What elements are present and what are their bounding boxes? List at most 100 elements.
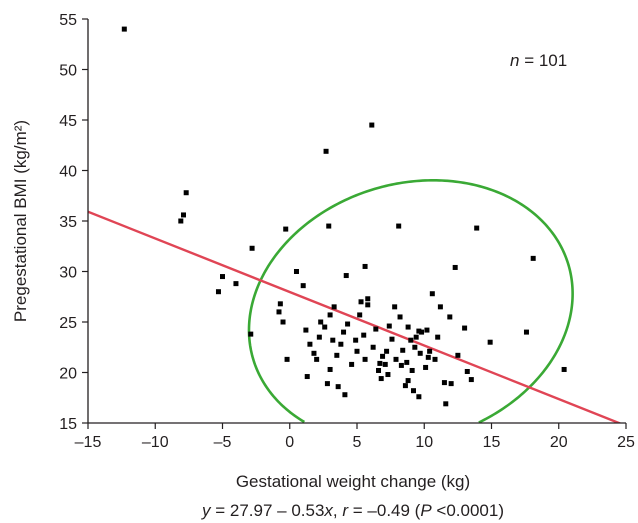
data-point bbox=[416, 394, 422, 400]
data-point bbox=[373, 326, 379, 332]
data-point bbox=[358, 299, 364, 305]
regression-caption: y = 27.97 – 0.53x, r = –0.49 (P <0.0001) bbox=[201, 501, 504, 520]
x-tick-label: 0 bbox=[285, 434, 294, 451]
y-tick-label: 35 bbox=[59, 214, 77, 231]
data-point bbox=[413, 334, 419, 340]
data-point bbox=[341, 329, 347, 335]
sample-size-var: n bbox=[510, 51, 519, 70]
data-point bbox=[398, 362, 404, 368]
data-point bbox=[423, 364, 429, 370]
data-point bbox=[386, 323, 392, 329]
data-point bbox=[385, 372, 391, 378]
data-point bbox=[327, 366, 333, 372]
data-point bbox=[435, 334, 441, 340]
confidence-ellipse bbox=[247, 179, 574, 423]
data-point bbox=[427, 348, 433, 354]
y-tick-label: 50 bbox=[59, 63, 77, 80]
data-point bbox=[324, 381, 330, 387]
data-point bbox=[474, 225, 480, 231]
data-point bbox=[334, 352, 340, 358]
data-point bbox=[248, 331, 254, 337]
data-point bbox=[276, 309, 282, 315]
data-point bbox=[441, 380, 447, 386]
data-point bbox=[437, 304, 443, 310]
data-point bbox=[311, 350, 317, 356]
data-point bbox=[392, 304, 398, 310]
caption-y: y bbox=[201, 501, 212, 520]
data-point bbox=[293, 269, 299, 274]
data-point bbox=[468, 377, 474, 383]
data-point bbox=[322, 324, 328, 330]
data-point bbox=[530, 255, 536, 261]
data-point bbox=[400, 347, 406, 353]
data-point bbox=[362, 263, 368, 269]
sample-size-annotation: n = 101 bbox=[510, 51, 567, 70]
data-point bbox=[331, 304, 337, 310]
sample-size-value: = 101 bbox=[519, 51, 567, 70]
data-point bbox=[284, 356, 290, 362]
x-axis-title: Gestational weight change (kg) bbox=[236, 472, 470, 491]
data-point bbox=[487, 339, 493, 345]
data-point bbox=[389, 336, 395, 342]
regression-layer bbox=[88, 210, 623, 423]
data-point bbox=[417, 350, 423, 356]
caption-p: P bbox=[420, 501, 432, 520]
y-tick-label: 20 bbox=[59, 366, 77, 383]
caption-r: r bbox=[342, 501, 349, 520]
data-point bbox=[365, 296, 371, 302]
data-point bbox=[396, 223, 402, 229]
data-point bbox=[183, 190, 189, 196]
y-tick-label: 15 bbox=[59, 416, 77, 433]
data-point bbox=[362, 356, 368, 362]
data-point bbox=[380, 353, 386, 359]
data-point bbox=[345, 321, 351, 327]
data-point bbox=[277, 301, 283, 307]
data-point bbox=[455, 352, 461, 358]
data-point bbox=[425, 354, 431, 360]
data-point bbox=[349, 361, 355, 367]
caption-r-value: = –0.49 ( bbox=[348, 501, 421, 520]
data-point bbox=[443, 401, 449, 407]
data-point bbox=[178, 218, 184, 224]
y-tick-label: 25 bbox=[59, 315, 77, 332]
data-point bbox=[304, 374, 310, 380]
regression-line bbox=[88, 210, 623, 423]
x-tick-label: 20 bbox=[550, 434, 568, 451]
data-point bbox=[405, 378, 411, 384]
data-point bbox=[369, 122, 375, 128]
data-point bbox=[316, 334, 322, 340]
data-point bbox=[342, 392, 348, 398]
data-point bbox=[561, 366, 567, 372]
data-point bbox=[410, 388, 416, 394]
y-tick-label: 45 bbox=[59, 113, 77, 130]
data-point bbox=[404, 359, 410, 365]
data-point bbox=[405, 324, 411, 330]
data-point bbox=[338, 341, 344, 347]
data-point bbox=[318, 319, 324, 325]
data-point bbox=[354, 348, 360, 354]
data-point bbox=[307, 341, 313, 347]
data-point bbox=[377, 360, 383, 366]
data-point bbox=[215, 289, 221, 295]
data-point bbox=[397, 314, 403, 320]
ellipse-layer bbox=[247, 179, 574, 423]
data-point bbox=[121, 26, 127, 32]
caption-comma: , bbox=[333, 501, 342, 520]
axes-layer: –15 –10 –5 0 5 10 15 20 25 15 20 25 30 35 40 45 50 55 bbox=[59, 12, 635, 451]
data-point bbox=[409, 367, 415, 373]
data-point bbox=[452, 264, 458, 270]
y-axis-title: Pregestational BMI (kg/m²) bbox=[11, 120, 30, 322]
data-point bbox=[357, 312, 363, 318]
data-point bbox=[323, 148, 329, 154]
data-point bbox=[365, 302, 371, 308]
data-point bbox=[393, 356, 399, 362]
caption-x: x bbox=[323, 501, 333, 520]
data-point bbox=[327, 312, 333, 318]
data-point bbox=[419, 329, 425, 335]
data-point bbox=[462, 325, 468, 331]
data-point bbox=[249, 245, 255, 251]
data-point bbox=[330, 337, 336, 343]
data-point bbox=[303, 327, 309, 333]
data-point bbox=[376, 367, 382, 373]
